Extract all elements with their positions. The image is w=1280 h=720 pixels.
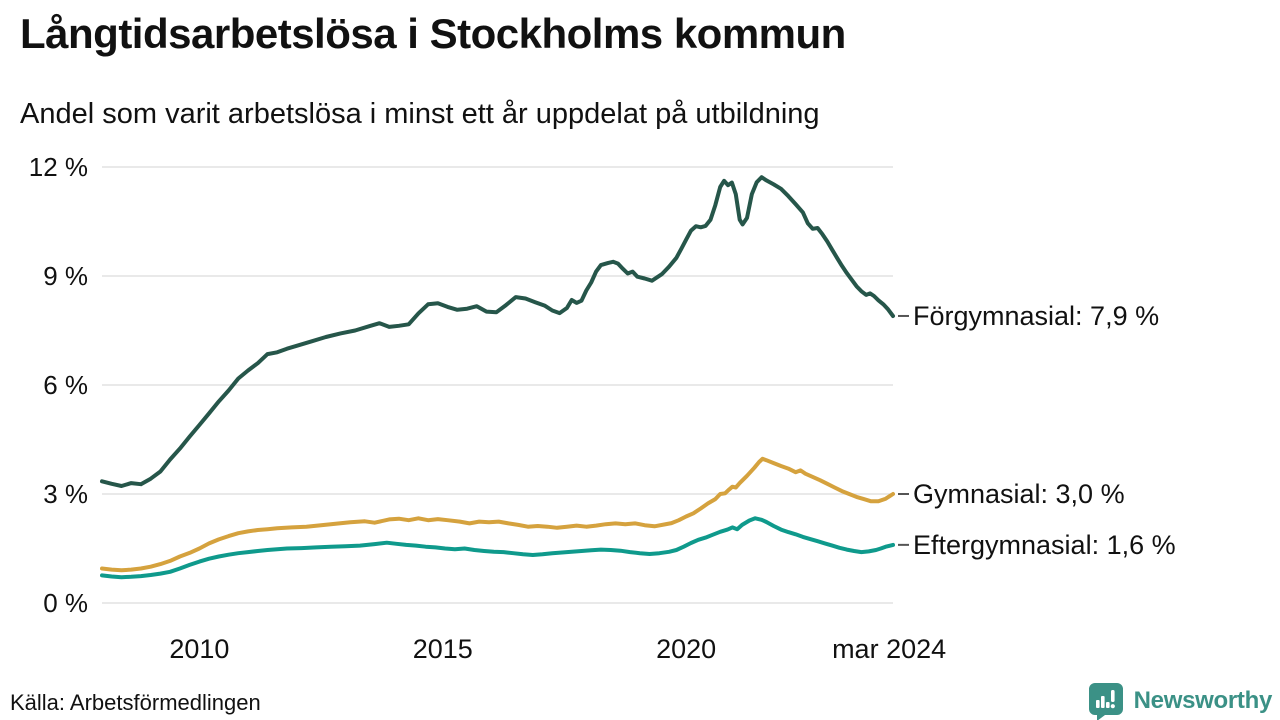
series-line-forgymnasial bbox=[100, 175, 895, 488]
chart-subtitle: Andel som varit arbetslösa i minst ett å… bbox=[20, 98, 820, 130]
x-tick-label: mar 2024 bbox=[832, 634, 946, 664]
y-tick-label: 12 % bbox=[29, 152, 88, 182]
series-end-label-gymnasial: Gymnasial: 3,0 % bbox=[913, 479, 1125, 509]
series-line-eftergymnasial bbox=[100, 516, 895, 580]
series-line-gymnasial bbox=[100, 456, 895, 573]
source-note: Källa: Arbetsförmedlingen bbox=[10, 690, 261, 715]
y-tick-label: 6 % bbox=[43, 370, 88, 400]
series-end-label-forgymnasial: Förgymnasial: 7,9 % bbox=[913, 301, 1159, 331]
x-tick-label: 2020 bbox=[656, 634, 716, 664]
newsworthy-wordmark: Newsworthy bbox=[1133, 687, 1273, 714]
y-tick-label: 9 % bbox=[43, 261, 88, 291]
y-tick-label: 3 % bbox=[43, 479, 88, 509]
y-tick-label: 0 % bbox=[43, 588, 88, 618]
newsworthy-logo: Newsworthy bbox=[1087, 681, 1272, 720]
newsworthy-logo-icon bbox=[1088, 683, 1123, 720]
series-end-label-eftergymnasial: Eftergymnasial: 1,6 % bbox=[913, 530, 1176, 560]
x-tick-label: 2015 bbox=[413, 634, 473, 664]
chart-title: Långtidsarbetslösa i Stockholms kommun bbox=[20, 10, 846, 57]
x-tick-label: 2010 bbox=[169, 634, 229, 664]
